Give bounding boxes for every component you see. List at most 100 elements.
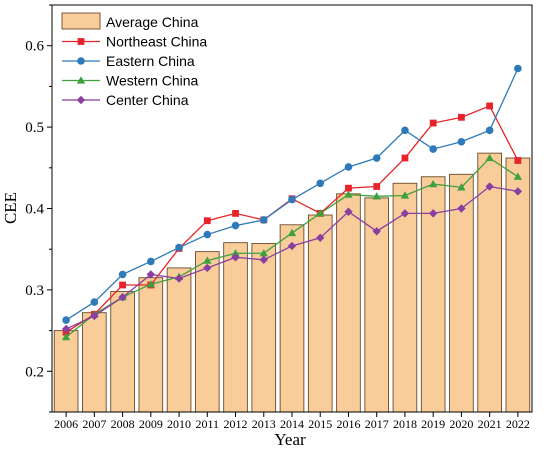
point-eastern-china-2007 [90,298,99,306]
point-western-china-2011 [203,256,212,264]
point-northeast-china-2018 [401,154,409,162]
point-center-china-2007 [90,311,99,321]
bar-2021 [477,152,502,413]
point-western-china-2009 [146,280,156,288]
y-tick-label-0.2: 0.2 [25,364,44,380]
x-tick-label-2011: 2011 [196,417,220,431]
bar-2010 [166,267,192,413]
point-eastern-china-2011 [203,230,212,239]
x-tick-label-2014: 2014 [280,417,304,431]
legend-label-eastern-china: Eastern China [106,53,195,69]
point-eastern-china-2021 [485,126,494,135]
legend-marker-center-china [76,95,86,105]
point-eastern-china-2008 [118,270,127,279]
bar-2007 [82,312,107,413]
x-tick-label-2009: 2009 [139,417,163,431]
legend-label-center-china: Center China [106,92,189,108]
legend-marker-northeast-china [77,38,85,45]
point-center-china-2015 [316,233,325,243]
point-northeast-china-2019 [429,119,437,127]
point-center-china-2017 [372,227,381,236]
x-tick-label-2017: 2017 [365,417,389,431]
legend-label-average-china: Average China [106,14,199,30]
legend-marker-western-china [76,76,86,84]
x-tick-label-2020: 2020 [449,417,473,431]
point-center-china-2009 [146,270,156,279]
x-tick-label-2018: 2018 [393,417,417,431]
x-tick-label-2022: 2022 [506,417,530,431]
point-center-china-2021 [485,182,494,191]
point-center-china-2012 [231,253,240,262]
x-tick-label-2006: 2006 [54,417,78,431]
point-western-china-2018 [400,191,410,199]
point-eastern-china-2014 [288,195,296,204]
legend-marker-eastern-china [77,57,85,65]
point-western-china-2012 [231,249,240,257]
x-axis-title: Year [274,430,306,449]
x-tick-label-2021: 2021 [478,417,502,431]
bar-2006 [53,330,79,413]
legend-swatch-average-china [61,12,101,30]
x-tick-label-2015: 2015 [308,417,332,431]
x-tick-label-2016: 2016 [336,417,360,431]
bar-2013 [251,243,277,413]
x-tick-label-2008: 2008 [111,417,135,431]
point-center-china-2008 [118,293,127,302]
x-tick-label-2007: 2007 [82,417,106,431]
point-center-china-2013 [259,255,268,264]
bars-layer [53,152,531,413]
point-western-china-2016 [344,190,353,198]
point-eastern-china-2017 [372,154,381,162]
point-eastern-china-2018 [401,126,409,135]
point-center-china-2010 [174,274,184,283]
point-northeast-china-2016 [345,184,352,192]
point-western-china-2022 [513,172,523,180]
point-eastern-china-2020 [457,137,466,146]
point-western-china-2006 [61,332,71,341]
point-eastern-china-2015 [316,179,325,188]
point-northeast-china-2012 [232,209,239,217]
point-eastern-china-2022 [514,64,522,73]
point-center-china-2022 [513,187,523,196]
axes-layer: 0.2 0.3 0.4 0.5 0.6 2006 2007 2008 2009 2010 2011 2… [25,4,533,431]
bar-2022 [505,157,531,413]
y-tick-label-0.5: 0.5 [25,120,44,136]
x-tick-label-2019: 2019 [421,417,445,431]
point-western-china-2019 [428,179,438,188]
bar-2014 [279,224,305,413]
point-center-china-2016 [344,207,353,216]
point-western-china-2017 [372,192,381,200]
bar-2016 [336,193,361,413]
bar-2009 [138,277,164,413]
point-eastern-china-2013 [259,216,268,224]
point-center-china-2019 [428,209,438,218]
point-northeast-china-2020 [458,113,465,121]
point-eastern-china-2010 [175,243,183,252]
point-western-china-2014 [287,228,297,237]
y-tick-label-0.6: 0.6 [25,39,44,55]
point-northeast-china-2022 [514,157,522,164]
point-eastern-china-2012 [231,221,240,230]
point-eastern-china-2019 [429,145,437,153]
point-western-china-2013 [259,249,268,257]
x-tick-label-2013: 2013 [252,417,276,431]
y-tick-label-0.4: 0.4 [25,202,44,218]
point-eastern-china-2006 [62,316,70,324]
bar-2008 [110,291,135,413]
point-center-china-2018 [400,209,410,218]
point-center-china-2020 [457,204,466,213]
lines-layer [61,64,523,341]
legend-label-western-china: Western China [106,73,199,89]
point-center-china-2011 [203,263,212,273]
point-northeast-china-2017 [373,183,381,190]
bar-2012 [223,242,248,413]
point-northeast-china-2021 [486,102,494,110]
bar-2015 [307,214,333,413]
point-western-china-2015 [316,209,325,217]
point-northeast-china-2011 [203,217,211,225]
point-center-china-2006 [61,324,71,334]
point-center-china-2014 [287,241,297,251]
y-axis-title: CEE [1,192,20,224]
legend-label-northeast-china: Northeast China [106,34,207,50]
point-eastern-china-2009 [147,257,155,266]
